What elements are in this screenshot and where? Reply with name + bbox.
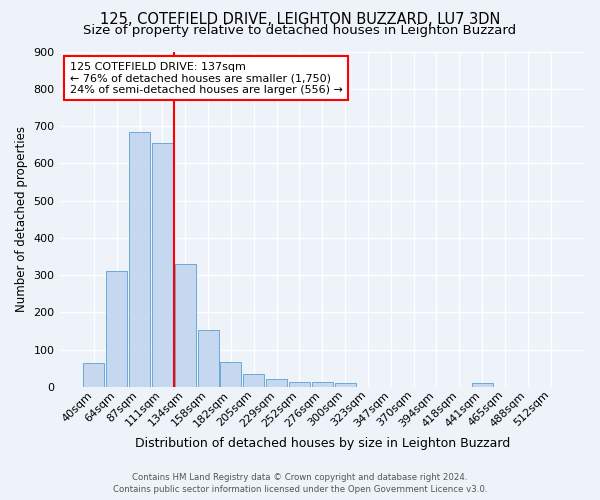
Bar <box>472 383 493 387</box>
Bar <box>197 330 218 387</box>
Bar <box>129 132 150 387</box>
Bar <box>83 362 104 387</box>
Bar <box>220 362 241 387</box>
Text: Size of property relative to detached houses in Leighton Buzzard: Size of property relative to detached ho… <box>83 24 517 37</box>
Bar <box>106 272 127 387</box>
Text: Contains HM Land Registry data © Crown copyright and database right 2024.
Contai: Contains HM Land Registry data © Crown c… <box>113 472 487 494</box>
X-axis label: Distribution of detached houses by size in Leighton Buzzard: Distribution of detached houses by size … <box>134 437 510 450</box>
Bar <box>266 378 287 387</box>
Bar <box>243 374 264 387</box>
Bar <box>335 383 356 387</box>
Bar <box>152 143 173 387</box>
Text: 125, COTEFIELD DRIVE, LEIGHTON BUZZARD, LU7 3DN: 125, COTEFIELD DRIVE, LEIGHTON BUZZARD, … <box>100 12 500 28</box>
Bar <box>289 382 310 387</box>
Text: 125 COTEFIELD DRIVE: 137sqm
← 76% of detached houses are smaller (1,750)
24% of : 125 COTEFIELD DRIVE: 137sqm ← 76% of det… <box>70 62 343 95</box>
Bar <box>312 382 333 387</box>
Y-axis label: Number of detached properties: Number of detached properties <box>15 126 28 312</box>
Bar <box>175 264 196 387</box>
